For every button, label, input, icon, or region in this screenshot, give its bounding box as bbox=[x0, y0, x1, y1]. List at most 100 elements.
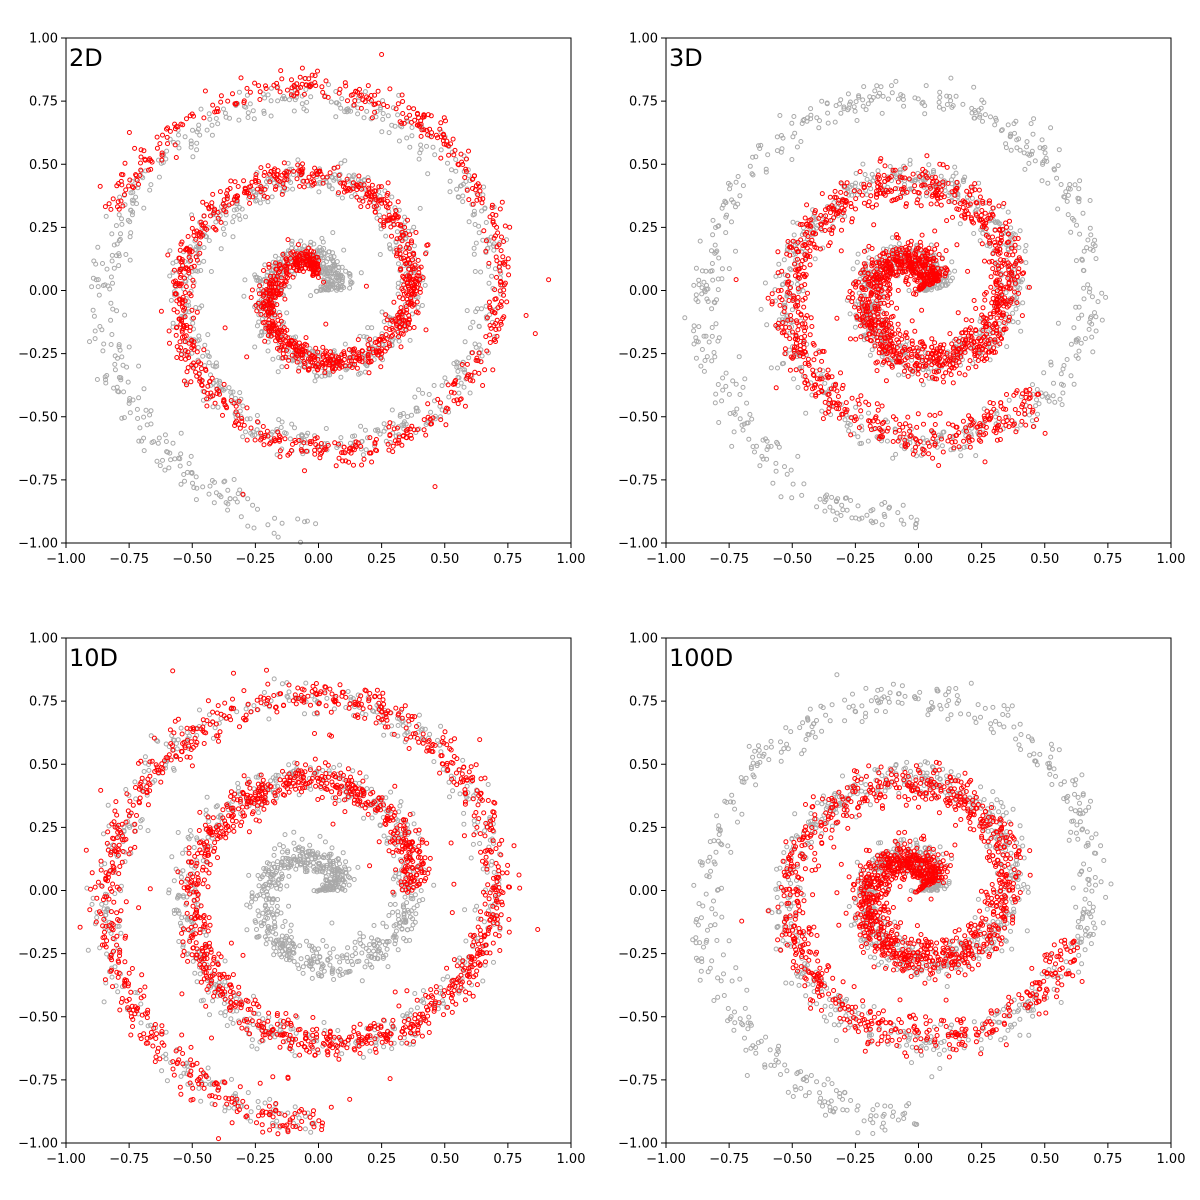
x-tick-label: 0.75 bbox=[493, 552, 522, 567]
data-point bbox=[456, 364, 462, 370]
y-tick-label: 0.75 bbox=[29, 95, 58, 110]
data-point bbox=[261, 111, 267, 116]
x-tick-label: 0.50 bbox=[430, 552, 459, 567]
data-point bbox=[323, 287, 329, 293]
data-point bbox=[230, 389, 236, 395]
data-point bbox=[231, 477, 237, 482]
data-point bbox=[411, 243, 417, 249]
data-point bbox=[209, 122, 215, 128]
data-point bbox=[273, 260, 279, 266]
data-point bbox=[141, 386, 147, 392]
data-point bbox=[136, 395, 142, 401]
data-point bbox=[501, 292, 506, 298]
data-point bbox=[380, 111, 386, 116]
data-point bbox=[235, 491, 241, 497]
series-samples bbox=[97, 52, 552, 497]
data-point bbox=[121, 415, 127, 421]
data-point bbox=[289, 238, 295, 244]
data-point bbox=[390, 443, 396, 449]
data-point bbox=[471, 208, 477, 214]
data-point bbox=[119, 415, 125, 421]
data-point bbox=[479, 306, 484, 312]
data-point bbox=[248, 425, 254, 431]
data-point bbox=[358, 446, 364, 452]
data-point bbox=[380, 116, 386, 122]
data-point bbox=[373, 427, 378, 433]
data-point bbox=[190, 154, 196, 160]
data-point bbox=[220, 226, 226, 232]
data-point bbox=[409, 133, 415, 139]
data-point bbox=[181, 378, 187, 384]
data-point bbox=[141, 448, 147, 454]
data-point bbox=[471, 245, 477, 251]
data-point bbox=[119, 216, 124, 222]
data-point bbox=[358, 270, 364, 276]
data-point bbox=[201, 245, 207, 251]
data-point bbox=[348, 281, 354, 287]
data-point bbox=[347, 440, 353, 446]
data-point bbox=[367, 435, 373, 441]
data-point bbox=[177, 456, 183, 462]
data-point bbox=[197, 305, 202, 311]
data-point bbox=[104, 373, 110, 378]
data-point bbox=[130, 209, 136, 215]
data-point bbox=[241, 422, 247, 428]
data-point bbox=[394, 253, 399, 259]
data-point bbox=[302, 437, 307, 443]
data-point bbox=[460, 193, 466, 199]
panel-2d: −1.00 −0.75 −0.50 −0.25 0.00 0.25 0.50 0.75 1.00… bbox=[18, 32, 585, 568]
data-point bbox=[113, 223, 119, 229]
data-point bbox=[110, 280, 115, 286]
data-point bbox=[167, 248, 173, 254]
data-point bbox=[298, 362, 304, 368]
data-point bbox=[162, 467, 168, 473]
data-point bbox=[476, 323, 482, 329]
data-point bbox=[460, 181, 466, 187]
data-point bbox=[332, 263, 338, 269]
data-point bbox=[126, 344, 132, 350]
data-point bbox=[302, 519, 308, 525]
data-point bbox=[207, 116, 213, 122]
data-point bbox=[125, 379, 131, 385]
data-point bbox=[227, 496, 233, 502]
data-point bbox=[245, 496, 251, 502]
data-point bbox=[231, 214, 237, 219]
data-point bbox=[119, 354, 125, 360]
data-point bbox=[308, 293, 314, 299]
data-point bbox=[194, 147, 200, 153]
data-point bbox=[188, 144, 194, 150]
data-point bbox=[451, 398, 457, 404]
data-point bbox=[156, 174, 162, 180]
data-point bbox=[109, 231, 115, 237]
data-point bbox=[205, 332, 211, 338]
data-point bbox=[218, 494, 224, 500]
data-point bbox=[324, 282, 330, 287]
data-point bbox=[286, 284, 292, 290]
data-point bbox=[156, 157, 161, 163]
data-point bbox=[265, 348, 271, 354]
data-point bbox=[127, 257, 133, 263]
data-point bbox=[87, 339, 92, 345]
data-point bbox=[163, 439, 169, 444]
data-point bbox=[197, 250, 203, 256]
data-point bbox=[407, 144, 413, 150]
data-point bbox=[449, 167, 454, 173]
data-point bbox=[361, 115, 367, 121]
data-point bbox=[325, 270, 331, 276]
data-point bbox=[254, 323, 260, 329]
data-point bbox=[210, 404, 216, 410]
data-point bbox=[466, 355, 472, 361]
data-point bbox=[301, 243, 307, 249]
data-point bbox=[319, 373, 325, 379]
data-point bbox=[372, 92, 378, 98]
data-point bbox=[349, 194, 354, 200]
data-point bbox=[221, 231, 227, 237]
data-point bbox=[221, 479, 227, 485]
data-point bbox=[409, 125, 415, 130]
data-point bbox=[196, 122, 202, 128]
data-point bbox=[471, 251, 477, 257]
data-point bbox=[251, 525, 257, 531]
data-point bbox=[269, 429, 275, 435]
data-point bbox=[418, 142, 424, 148]
data-point bbox=[186, 302, 192, 308]
